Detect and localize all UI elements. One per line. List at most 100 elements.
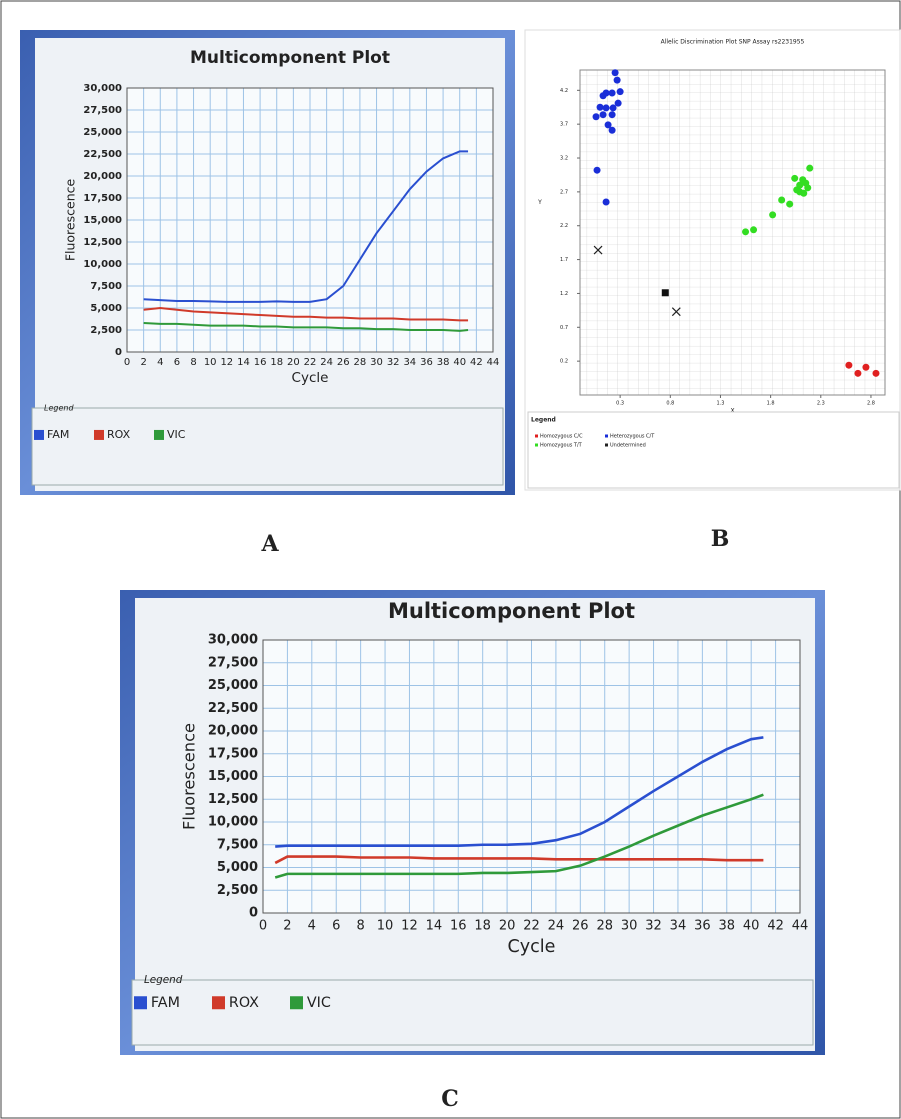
y-tick-label: 27,500 <box>208 655 258 670</box>
point <box>742 228 749 235</box>
x-tick-label: 10 <box>204 357 217 368</box>
x-tick-label: 40 <box>743 919 760 934</box>
x-tick-label: 12 <box>401 919 418 934</box>
x-tick-label: 2.8 <box>867 401 875 407</box>
legend-swatch <box>535 444 538 447</box>
chart-title: Multicomponent Plot <box>190 48 390 68</box>
y-tick-label: 3.2 <box>560 156 568 162</box>
y-tick-label: 1.7 <box>560 257 568 263</box>
panel-label: A <box>260 531 279 557</box>
point <box>593 113 600 120</box>
point <box>600 111 607 118</box>
y-tick-label: 5,000 <box>90 303 122 314</box>
point <box>800 190 807 197</box>
x-tick-label: 34 <box>670 919 687 934</box>
legend-label: FAM <box>151 995 180 1011</box>
point <box>603 199 610 206</box>
y-tick-label: 12,500 <box>83 237 122 248</box>
x-tick-label: 8 <box>190 357 196 368</box>
x-tick-label: 22 <box>523 919 540 934</box>
legend-swatch <box>212 996 225 1009</box>
y-tick-label: 5,000 <box>217 860 258 875</box>
legend-swatch <box>134 996 147 1009</box>
legend-label: Heterozygous C/T <box>610 434 655 440</box>
legend-label: VIC <box>167 428 186 441</box>
y-tick-label: 2.7 <box>560 189 568 195</box>
x-tick-label: 42 <box>470 357 483 368</box>
x-tick-label: 16 <box>254 357 267 368</box>
y-tick-label: 20,000 <box>83 171 122 182</box>
x-tick-label: 20 <box>287 357 300 368</box>
point <box>806 165 813 172</box>
legend-label: FAM <box>47 428 69 441</box>
point <box>750 226 757 233</box>
point <box>609 90 616 97</box>
x-tick-label: 38 <box>718 919 735 934</box>
x-tick-label: 30 <box>621 919 638 934</box>
y-tick-label: 0.2 <box>560 359 568 365</box>
legend-label: Homozygous C/C <box>540 434 583 440</box>
point <box>786 201 793 208</box>
x-tick-label: 1.8 <box>767 401 775 407</box>
chart-title: Multicomponent Plot <box>388 599 635 623</box>
x-tick-label: 6 <box>174 357 180 368</box>
point <box>662 289 669 296</box>
point <box>778 197 785 204</box>
x-tick-label: 24 <box>320 357 333 368</box>
point <box>845 362 852 369</box>
legend-swatch <box>94 430 104 440</box>
legend-box <box>528 412 899 488</box>
x-tick-label: 0.8 <box>666 401 674 407</box>
x-tick-label: 2 <box>140 357 146 368</box>
y-tick-label: 22,500 <box>83 149 122 160</box>
y-tick-label: 4.2 <box>560 88 568 94</box>
x-tick-label: 16 <box>450 919 467 934</box>
x-tick-label: 24 <box>548 919 565 934</box>
legend-swatch <box>535 435 538 438</box>
x-tick-label: 30 <box>370 357 383 368</box>
x-tick-label: 1.3 <box>716 401 724 407</box>
legend-label: Homozygous T/T <box>540 443 583 449</box>
x-axis-label: Cycle <box>508 937 556 957</box>
x-tick-label: 28 <box>354 357 367 368</box>
y-tick-label: 10,000 <box>208 815 258 830</box>
x-tick-label: 4 <box>308 919 316 934</box>
legend-label: Undetermined <box>610 443 646 449</box>
y-tick-label: 2.2 <box>560 223 568 229</box>
y-tick-label: 27,500 <box>83 105 122 116</box>
x-tick-label: 12 <box>220 357 233 368</box>
x-tick-label: 2 <box>283 919 291 934</box>
x-tick-label: 32 <box>387 357 400 368</box>
y-tick-label: 0.7 <box>560 325 568 331</box>
chart-title: Allelic Discrimination Plot SNP Assay rs… <box>661 39 805 46</box>
x-tick-label: 26 <box>572 919 589 934</box>
x-tick-label: 14 <box>426 919 443 934</box>
x-tick-label: 18 <box>270 357 283 368</box>
y-tick-label: 0 <box>249 906 258 921</box>
x-tick-label: 44 <box>792 919 809 934</box>
x-tick-label: 8 <box>356 919 364 934</box>
x-tick-label: 32 <box>645 919 662 934</box>
point <box>617 88 624 95</box>
point <box>594 167 601 174</box>
x-tick-label: 26 <box>337 357 350 368</box>
point <box>614 77 621 84</box>
y-tick-label: 17,500 <box>208 746 258 761</box>
point <box>597 104 604 111</box>
legend-label: ROX <box>229 995 259 1011</box>
panel-label: C <box>441 1086 459 1112</box>
x-tick-label: 14 <box>237 357 250 368</box>
x-tick-label: 42 <box>767 919 784 934</box>
point <box>862 364 869 371</box>
y-tick-label: 30,000 <box>208 633 258 648</box>
y-tick-label: 20,000 <box>208 724 258 739</box>
x-axis-label: Cycle <box>292 370 329 386</box>
x-tick-label: 22 <box>304 357 317 368</box>
x-tick-label: 0 <box>124 357 130 368</box>
y-axis-label: Fluorescence <box>63 179 78 262</box>
plot-area <box>580 70 885 395</box>
y-tick-label: 12,500 <box>208 792 258 807</box>
y-tick-label: 1.2 <box>560 291 568 297</box>
y-tick-label: 25,000 <box>208 678 258 693</box>
x-tick-label: 0 <box>259 919 267 934</box>
